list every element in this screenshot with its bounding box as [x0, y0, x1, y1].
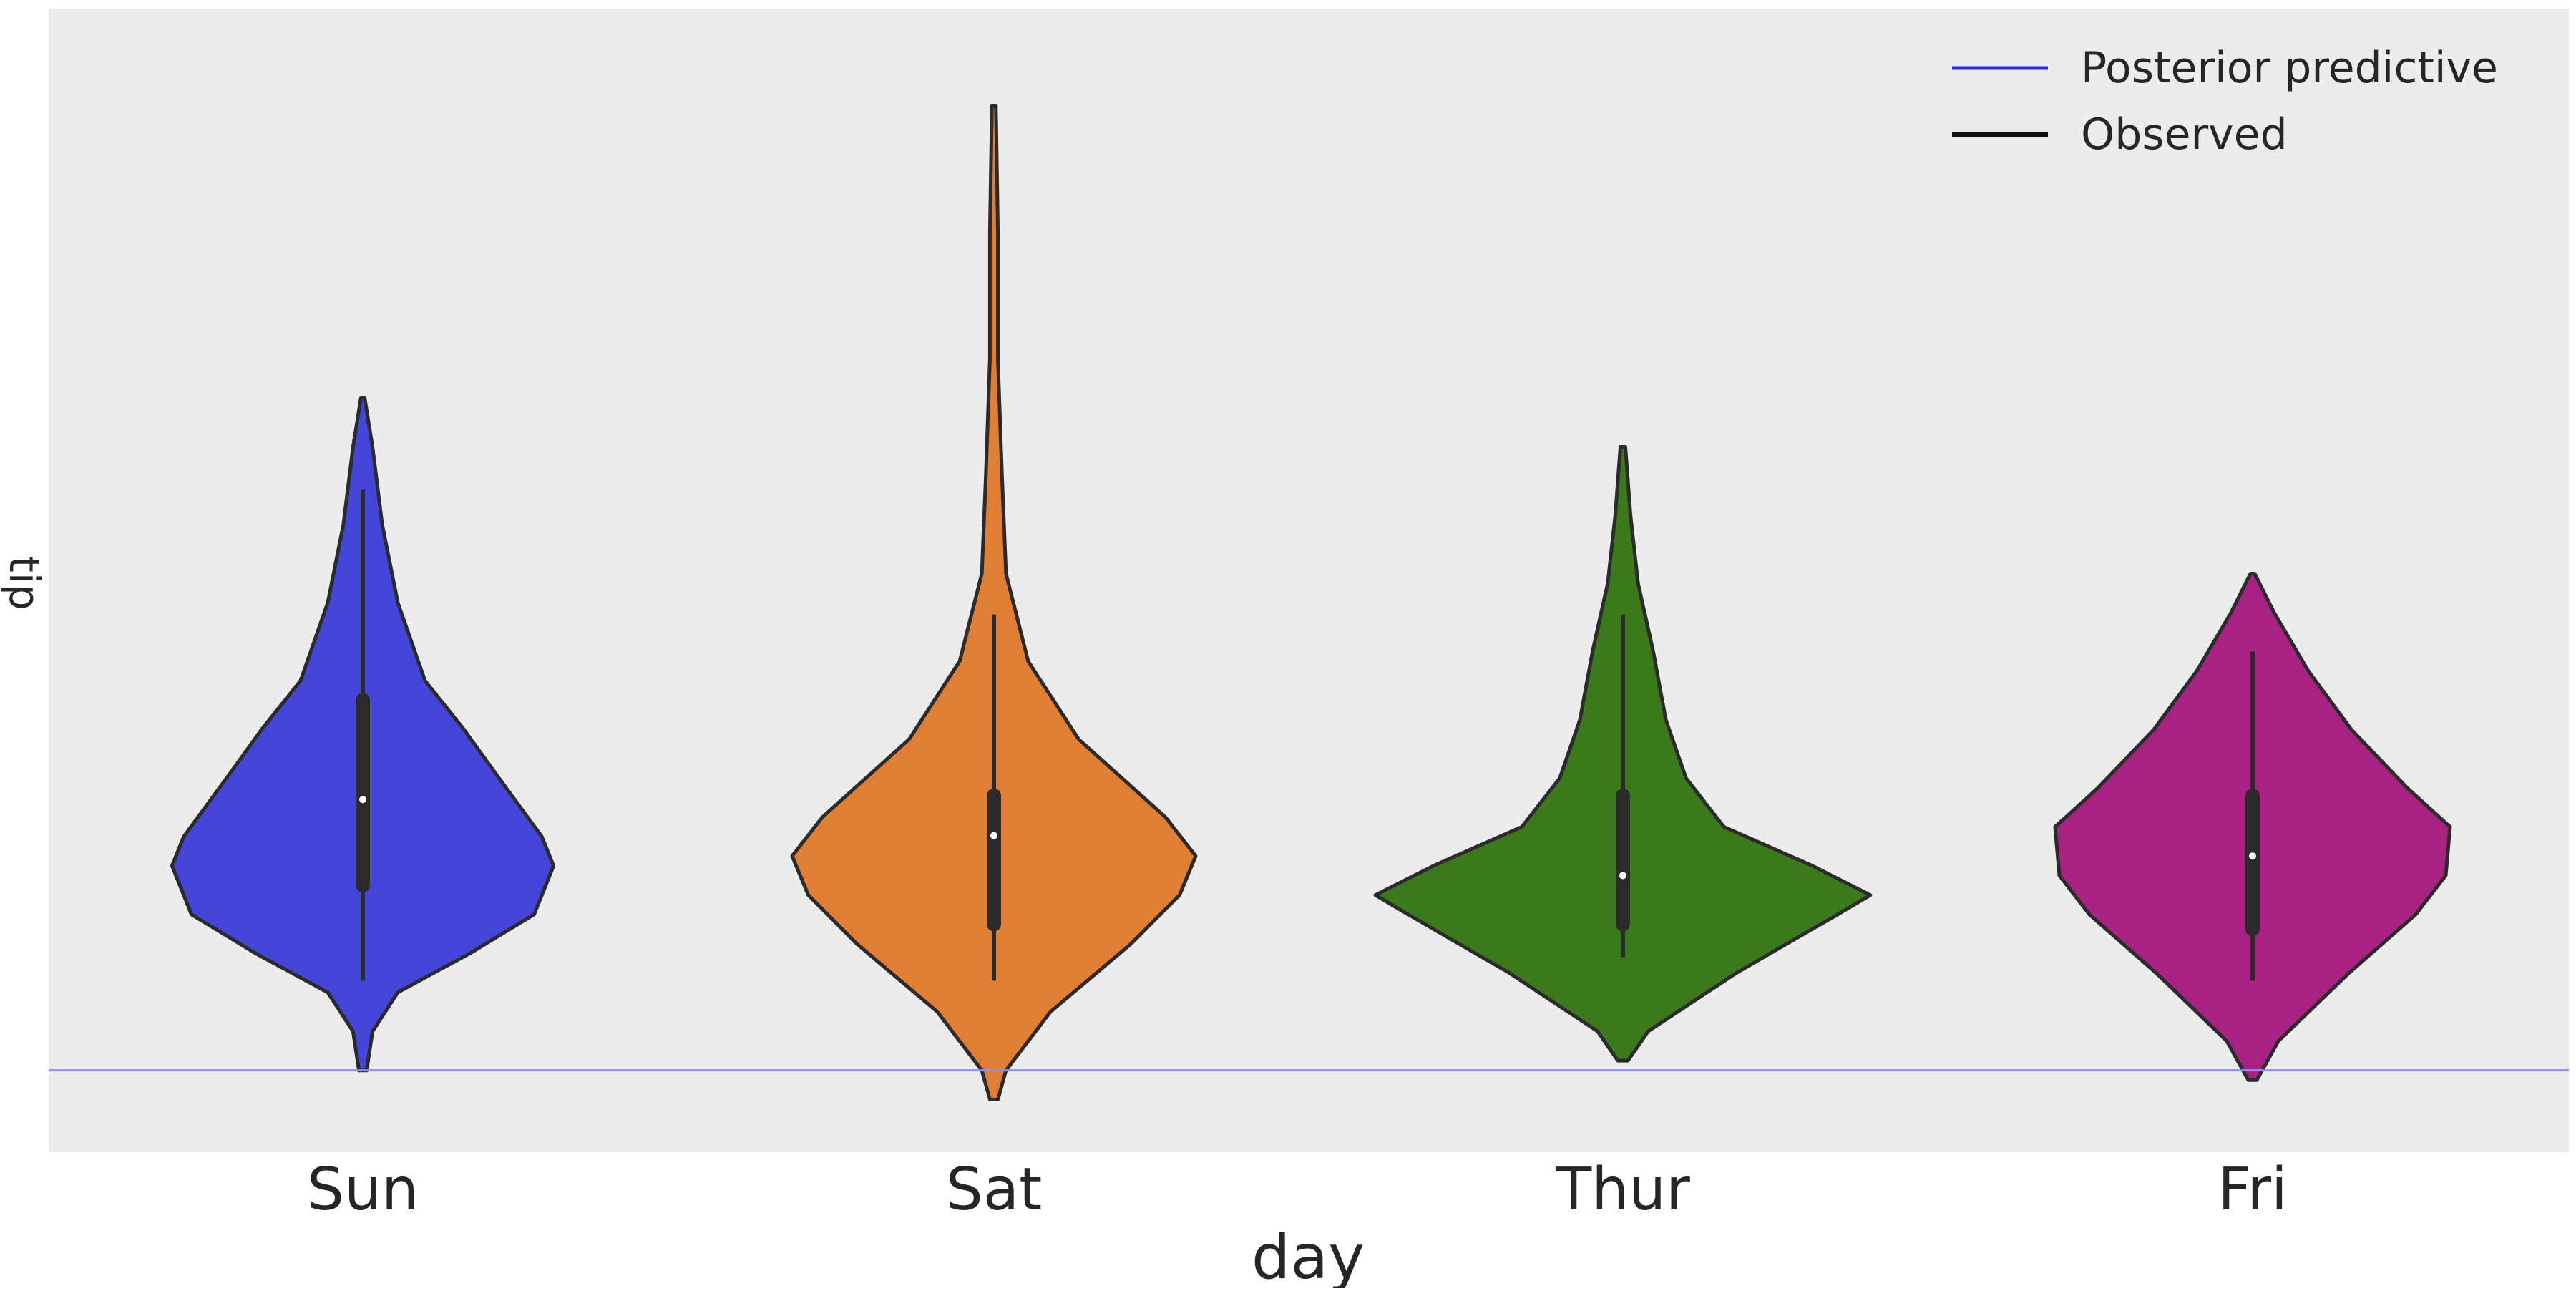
x-tick-labels: Sun Sat Thur Fri	[307, 1156, 2288, 1224]
legend: Posterior predictive Observed	[1952, 43, 2498, 160]
x-axis-label: day	[1252, 1222, 1365, 1288]
legend-label-observed: Observed	[2081, 109, 2288, 160]
x-tick-label-sun: Sun	[307, 1156, 419, 1224]
x-tick-label-sat: Sat	[946, 1156, 1042, 1224]
y-axis-label: tip	[0, 556, 49, 610]
median-point-fri	[2249, 852, 2256, 860]
median-point-sat	[990, 832, 997, 839]
violin-group	[170, 104, 2452, 1101]
median-point-sun	[359, 796, 366, 804]
x-tick-label-thur: Thur	[1555, 1156, 1690, 1224]
x-tick-label-fri: Fri	[2218, 1156, 2288, 1224]
violin-sat	[790, 104, 1198, 1101]
legend-label-posterior-predictive: Posterior predictive	[2081, 43, 2498, 93]
median-point-thur	[1619, 872, 1626, 880]
